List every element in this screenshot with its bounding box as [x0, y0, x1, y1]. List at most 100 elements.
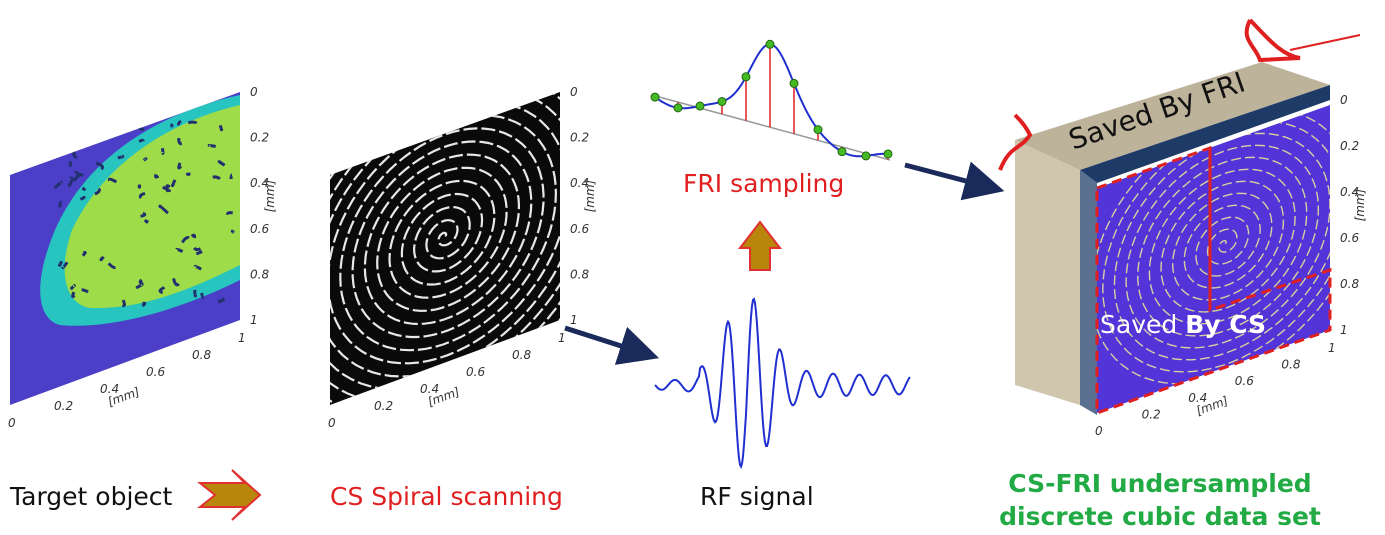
texture: [212, 175, 221, 181]
sample-dot: [695, 101, 705, 111]
y-tick-label: 0: [570, 85, 578, 99]
sample-dot: [650, 92, 660, 102]
data-cube: [998, 18, 1361, 416]
x-tick-label: 0.6: [466, 365, 485, 379]
x-tick-label: 0: [8, 416, 16, 430]
texture: [190, 233, 197, 239]
texture: [158, 204, 169, 215]
texture: [69, 176, 77, 182]
texture: [176, 119, 182, 126]
texture: [73, 109, 82, 117]
sample-dot: [837, 147, 847, 157]
texture: [193, 264, 202, 271]
x-tick-label: 0.8: [192, 348, 211, 362]
sample-dot: [741, 72, 751, 82]
x-tick-label: 0.8: [1281, 358, 1300, 372]
y-tick-label: 0: [250, 85, 258, 99]
sample-dot: [789, 78, 799, 88]
x-tick-label: 0.4: [420, 382, 439, 396]
texture: [172, 278, 180, 287]
texture: [71, 291, 76, 299]
texture: [177, 162, 183, 170]
texture: [171, 179, 177, 188]
texture: [57, 260, 63, 268]
y-tick-label: 0.2: [570, 131, 589, 145]
texture: [177, 137, 182, 146]
texture: [230, 229, 235, 234]
texture: [99, 255, 105, 262]
sample-dot: [861, 151, 871, 161]
texture: [229, 173, 233, 180]
x-tick-label: 1: [558, 331, 566, 345]
texture: [140, 211, 147, 218]
texture: [144, 219, 150, 224]
texture: [192, 246, 202, 252]
fri-plot: [650, 39, 893, 161]
texture: [67, 179, 74, 188]
sample-dot: [765, 39, 775, 49]
texture: [81, 250, 87, 257]
y-unit: [mm]: [263, 179, 277, 212]
texture: [81, 186, 86, 191]
x-tick-label: 0: [328, 416, 336, 430]
y-tick-label: 1: [250, 313, 258, 327]
sample-dot: [883, 149, 893, 159]
target-panel: [10, 92, 240, 405]
x-tick-label: 1: [238, 331, 246, 345]
arrow-up: [737, 220, 783, 271]
texture: [75, 173, 81, 180]
texture: [158, 286, 166, 295]
texture: [170, 123, 174, 128]
label: Target object: [9, 482, 173, 511]
texture: [226, 211, 234, 216]
x-tick-label: 0.2: [374, 399, 393, 413]
x-tick-label: 0.6: [146, 365, 165, 379]
x-tick-label: 0.2: [54, 399, 73, 413]
x-tick-label: 0: [1095, 424, 1103, 438]
y-tick-label: 1: [1340, 323, 1348, 337]
y-tick-label: 0.4: [570, 176, 589, 190]
spiral-panel: [330, 92, 560, 405]
label: discrete cubic data set: [999, 502, 1321, 531]
texture: [137, 126, 145, 132]
texture: [217, 297, 226, 304]
label: Saved: [1100, 310, 1177, 339]
texture: [217, 160, 226, 167]
texture: [88, 109, 97, 116]
y-tick-label: 0.6: [1340, 231, 1359, 245]
y-tick-label: 0: [1340, 93, 1348, 107]
texture: [139, 122, 145, 127]
texture: [107, 177, 118, 184]
x-tick-label: 0.4: [1188, 391, 1207, 405]
y-tick-label: 1: [570, 313, 578, 327]
texture: [200, 292, 205, 299]
sample-dot: [717, 97, 727, 107]
label: CS Spiral scanning: [330, 482, 563, 511]
y-tick-label: 0.8: [1340, 277, 1359, 291]
texture: [185, 172, 191, 177]
texture: [81, 288, 89, 294]
rf-waveform: [654, 297, 911, 470]
texture: [94, 187, 101, 196]
arrow: [564, 325, 660, 365]
texture: [115, 114, 121, 119]
texture: [165, 184, 171, 193]
texture: [142, 157, 148, 162]
y-tick-label: 0.8: [570, 267, 589, 281]
texture: [187, 120, 198, 125]
texture: [66, 121, 76, 127]
texture: [117, 154, 125, 160]
texture: [138, 278, 143, 285]
label: Saved By CS: [1100, 310, 1266, 339]
y-tick-label: 0.6: [250, 222, 269, 236]
texture: [121, 299, 126, 308]
arrow-right: [197, 469, 262, 521]
texture: [72, 150, 78, 159]
y-tick-label: 0.6: [570, 222, 589, 236]
y-unit: [mm]: [1353, 188, 1367, 221]
x-tick-label: 0.2: [1142, 407, 1161, 421]
texture: [79, 195, 86, 201]
texture: [72, 139, 77, 144]
label: FRI sampling: [683, 169, 844, 198]
